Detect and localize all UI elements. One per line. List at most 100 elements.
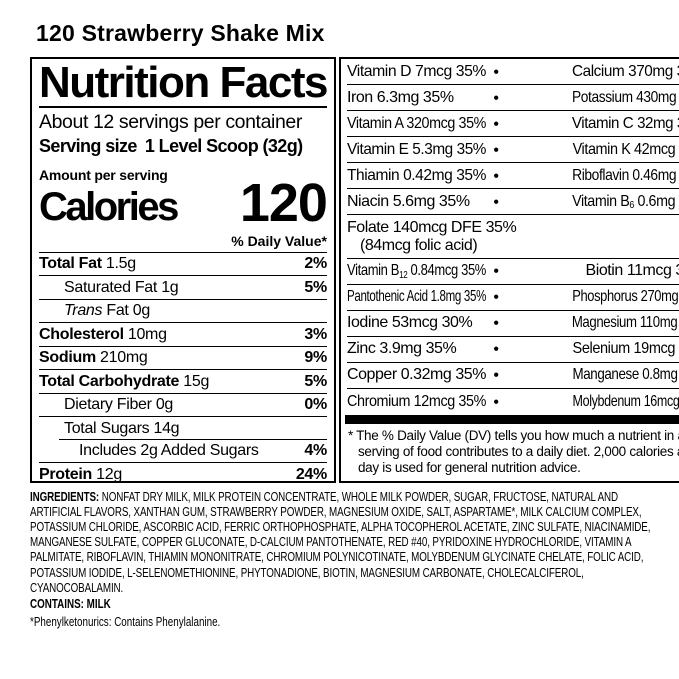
amount-per-serving-label: Amount per serving [39,166,168,183]
serving-size-row: Serving size 1 Level Scoop (32g) [39,135,327,161]
bullet-icon: ● [493,291,499,303]
micronutrient-right: Vitamin K 42mcg 35% [572,140,679,158]
micronutrient-row: Vitamin D 7mcg 35% ● Calcium 370mg 30% [346,59,679,85]
bullet-icon: ● [493,343,499,355]
nutrition-rows: Total Fat 1.5g 2% Saturated Fat 1g 5% Trans … [39,253,327,486]
bullet-icon: ● [493,65,499,77]
daily-value-footnote: * The % Daily Value (DV) tells you how m… [347,427,679,476]
micronutrient-row: Pantothenic Acid 1.8mg 35% ● Phosphorus 27… [346,285,679,311]
micronutrient-row: Vitamin A 320mcg 35% ● Vitamin C 32mg 35% [346,111,679,137]
daily-value-percent: 24% [295,465,327,483]
micronutrient-left: Iodine 53mcg 30% [346,314,473,332]
nutrient-row: Cholesterol 10mg 3% [39,322,327,346]
bullet-icon: ● [493,369,499,381]
micronutrient-left: Iron 6.3mg 35% [346,88,454,106]
nutrient-row: Includes 2g Added Sugars 4% [39,438,327,463]
micronutrient-right: Selenium 19mcg 35% [572,340,679,358]
daily-value-percent: 4% [304,442,327,460]
micronutrient-right: Biotin 11mcg 35% [585,262,679,280]
micronutrient-rows: Vitamin D 7mcg 35% ● Calcium 370mg 30% Iron… [346,59,679,415]
calories-label: Calories [39,184,179,229]
heading-divider [39,105,327,108]
nutrient-row: Saturated Fat 1g 5% [39,275,327,299]
nutrient-name: Total Carbohydrate 15g [39,372,210,390]
micronutrient-subline: (84mcg folic acid) [359,236,478,254]
nutrient-name: Protein 12g [39,465,122,483]
micronutrient-row: Copper 0.32mg 35% ● Manganese 0.8mg 35% [346,363,679,389]
phenylketonurics-note: *Phenylketonurics: Contains Phenylalanin… [30,614,221,629]
micronutrient-row: Iron 6.3mg 35% ● Potassium 430mg 10% [346,85,679,111]
product-title: 120 Strawberry Shake Mix [36,20,325,46]
micronutrient-row: Vitamin B12 0.84mcg 35% ● Biotin 11mcg 35% [346,259,679,285]
daily-value-percent: 9% [304,349,327,367]
nutrient-row: Total Fat 1.5g 2% [39,253,327,276]
micronutrient-left: Thiamin 0.42mg 35% [346,166,486,184]
serving-size-value: 1 Level Scoop (32g) [144,135,303,156]
nutrient-row: Dietary Fiber 0g 0% [39,392,327,417]
micronutrient-row: Zinc 3.9mg 35% ● Selenium 19mcg 35% [346,337,679,363]
micronutrient-left: Pantothenic Acid 1.8mg 35% [346,288,486,306]
daily-value-percent: 5% [304,278,327,296]
calories-value: 120 [239,172,328,233]
ingredients-paragraph: INGREDIENTS: NONFAT DRY MILK, MILK PROTE… [30,490,651,596]
nutrient-name: Saturated Fat 1g [64,278,179,296]
nutrient-name: Total Sugars 14g [64,419,180,437]
micronutrient-right: Riboflavin 0.46mg 35% [572,166,679,184]
micronutrient-left: Copper 0.32mg 35% [346,366,486,384]
nutrient-row: Protein 12g 24% [39,462,327,486]
nutrient-row: Sodium 210mg 9% [39,345,327,370]
calories-row: Calories 120 [39,172,328,233]
micronutrient-left: Vitamin D 7mcg 35% [346,62,486,80]
nutrient-name: Sodium 210mg [39,349,148,367]
thick-divider-bar [344,414,679,424]
micronutrient-row: Chromium 12mcg 35% ● Molybdenum 16mcg 35% [347,389,679,415]
micronutrient-row: Folate 140mcg DFE 35% (84mcg folic acid) [346,215,679,259]
ingredients-section: INGREDIENTS: NONFAT DRY MILK, MILK PROTE… [30,490,651,629]
bullet-icon: ● [493,91,499,103]
nutrient-name: Total Fat 1.5g [39,255,136,273]
nutrient-row: Total Sugars 14g [39,416,327,440]
bullet-icon: ● [493,265,499,277]
nutrient-name: Includes 2g Added Sugars [79,442,259,460]
servings-per-container: About 12 servings per container [39,110,302,133]
serving-size-label: Serving size [39,135,137,156]
micronutrient-row: Iodine 53mcg 30% ● Magnesium 110mg 25% [346,311,679,337]
daily-value-percent: 3% [304,325,327,343]
micronutrient-right: Manganese 0.8mg 35% [572,366,679,384]
nutrition-facts-panel: Nutrition Facts About 12 servings per co… [30,57,679,483]
micronutrient-left: Chromium 12mcg 35% [346,392,486,410]
bullet-icon: ● [493,317,499,329]
bullet-icon: ● [493,169,499,181]
micronutrient-left: Vitamin B12 0.84mcg 35% [346,262,486,281]
nutrient-name: Cholesterol 10mg [39,325,167,343]
daily-value-percent: 2% [304,255,327,273]
ingredients-label: INGREDIENTS: [30,490,100,504]
ingredients-text: NONFAT DRY MILK, MILK PROTEIN CONCENTRAT… [30,490,651,595]
daily-value-percent: 5% [304,372,327,390]
nutrient-name: Trans Fat 0g [64,302,150,320]
daily-value-percent: 0% [304,396,327,414]
micronutrient-right: Calcium 370mg 30% [572,62,679,80]
micronutrient-left: Vitamin E 5.3mg 35% [346,140,486,158]
micronutrient-right: Molybdenum 16mcg 35% [572,392,679,410]
micronutrient-left: Folate 140mcg DFE 35% [346,218,517,236]
micronutrient-right: Potassium 430mg 10% [572,88,679,106]
bullet-icon: ● [493,195,499,207]
nutrition-facts-heading: Nutrition Facts [39,58,328,107]
contains-statement: CONTAINS: MILK [30,596,111,611]
nutrient-name: Dietary Fiber 0g [64,396,174,414]
bullet-icon: ● [493,117,499,129]
micronutrient-right: Vitamin B6 0.6mg 35% [572,192,679,212]
micronutrient-row: Vitamin E 5.3mg 35% ● Vitamin K 42mcg 35% [346,137,679,163]
nutrient-row: Total Carbohydrate 15g 5% [39,369,327,393]
micronutrient-row: Thiamin 0.42mg 35% ● Riboflavin 0.46mg 35% [346,163,679,189]
nutrition-facts-main-column: Nutrition Facts About 12 servings per co… [30,57,336,483]
daily-value-header: % Daily Value* [39,229,327,253]
micronutrient-left: Niacin 5.6mg 35% [346,192,470,210]
nutrient-row: Trans Fat 0g [39,298,327,323]
micronutrient-right: Vitamin C 32mg 35% [572,114,679,132]
micronutrient-right: Magnesium 110mg 25% [572,314,679,332]
micronutrient-row: Niacin 5.6mg 35% ● Vitamin B6 0.6mg 35% [346,189,679,215]
micronutrient-right: Phosphorus 270mg 20% [572,288,679,306]
